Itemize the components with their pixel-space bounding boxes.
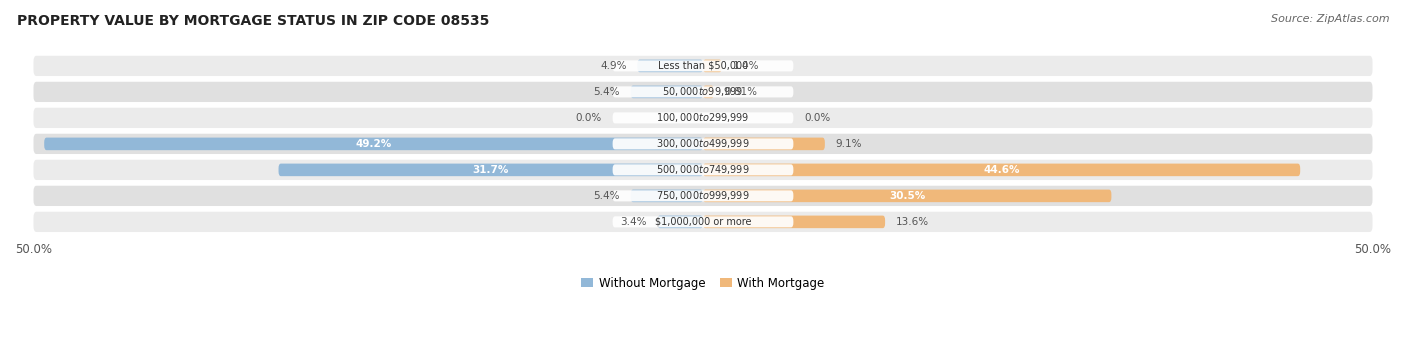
- Text: 5.4%: 5.4%: [593, 87, 620, 97]
- FancyBboxPatch shape: [34, 56, 1372, 76]
- Text: $750,000 to $999,999: $750,000 to $999,999: [657, 189, 749, 202]
- Text: $100,000 to $299,999: $100,000 to $299,999: [657, 112, 749, 124]
- Text: 9.1%: 9.1%: [835, 139, 862, 149]
- Text: $1,000,000 or more: $1,000,000 or more: [655, 217, 751, 227]
- FancyBboxPatch shape: [613, 216, 793, 227]
- FancyBboxPatch shape: [703, 216, 886, 228]
- FancyBboxPatch shape: [613, 190, 793, 201]
- Text: 0.0%: 0.0%: [575, 113, 602, 123]
- Text: 4.9%: 4.9%: [600, 61, 627, 71]
- Text: $500,000 to $749,999: $500,000 to $749,999: [657, 164, 749, 176]
- FancyBboxPatch shape: [703, 190, 1111, 202]
- FancyBboxPatch shape: [34, 108, 1372, 128]
- FancyBboxPatch shape: [34, 212, 1372, 232]
- FancyBboxPatch shape: [613, 61, 793, 71]
- Text: 0.81%: 0.81%: [724, 87, 758, 97]
- FancyBboxPatch shape: [703, 59, 721, 72]
- FancyBboxPatch shape: [34, 160, 1372, 180]
- Text: Source: ZipAtlas.com: Source: ZipAtlas.com: [1271, 14, 1389, 23]
- FancyBboxPatch shape: [703, 138, 825, 150]
- Text: $300,000 to $499,999: $300,000 to $499,999: [657, 137, 749, 150]
- Text: PROPERTY VALUE BY MORTGAGE STATUS IN ZIP CODE 08535: PROPERTY VALUE BY MORTGAGE STATUS IN ZIP…: [17, 14, 489, 28]
- Text: 5.4%: 5.4%: [593, 191, 620, 201]
- Text: $50,000 to $99,999: $50,000 to $99,999: [662, 85, 744, 98]
- Legend: Without Mortgage, With Mortgage: Without Mortgage, With Mortgage: [581, 277, 825, 290]
- FancyBboxPatch shape: [44, 138, 703, 150]
- FancyBboxPatch shape: [613, 86, 793, 98]
- Text: 30.5%: 30.5%: [889, 191, 925, 201]
- Text: 1.4%: 1.4%: [733, 61, 759, 71]
- FancyBboxPatch shape: [34, 82, 1372, 102]
- FancyBboxPatch shape: [34, 186, 1372, 206]
- Text: 49.2%: 49.2%: [356, 139, 392, 149]
- FancyBboxPatch shape: [631, 190, 703, 202]
- FancyBboxPatch shape: [613, 112, 793, 123]
- FancyBboxPatch shape: [658, 216, 703, 228]
- Text: 44.6%: 44.6%: [983, 165, 1019, 175]
- FancyBboxPatch shape: [631, 86, 703, 98]
- FancyBboxPatch shape: [703, 86, 714, 98]
- FancyBboxPatch shape: [637, 59, 703, 72]
- Text: 31.7%: 31.7%: [472, 165, 509, 175]
- Text: 3.4%: 3.4%: [620, 217, 647, 227]
- FancyBboxPatch shape: [613, 138, 793, 149]
- FancyBboxPatch shape: [613, 164, 793, 175]
- Text: 13.6%: 13.6%: [896, 217, 929, 227]
- FancyBboxPatch shape: [703, 164, 1301, 176]
- Text: Less than $50,000: Less than $50,000: [658, 61, 748, 71]
- FancyBboxPatch shape: [34, 134, 1372, 154]
- FancyBboxPatch shape: [278, 164, 703, 176]
- Text: 0.0%: 0.0%: [804, 113, 831, 123]
